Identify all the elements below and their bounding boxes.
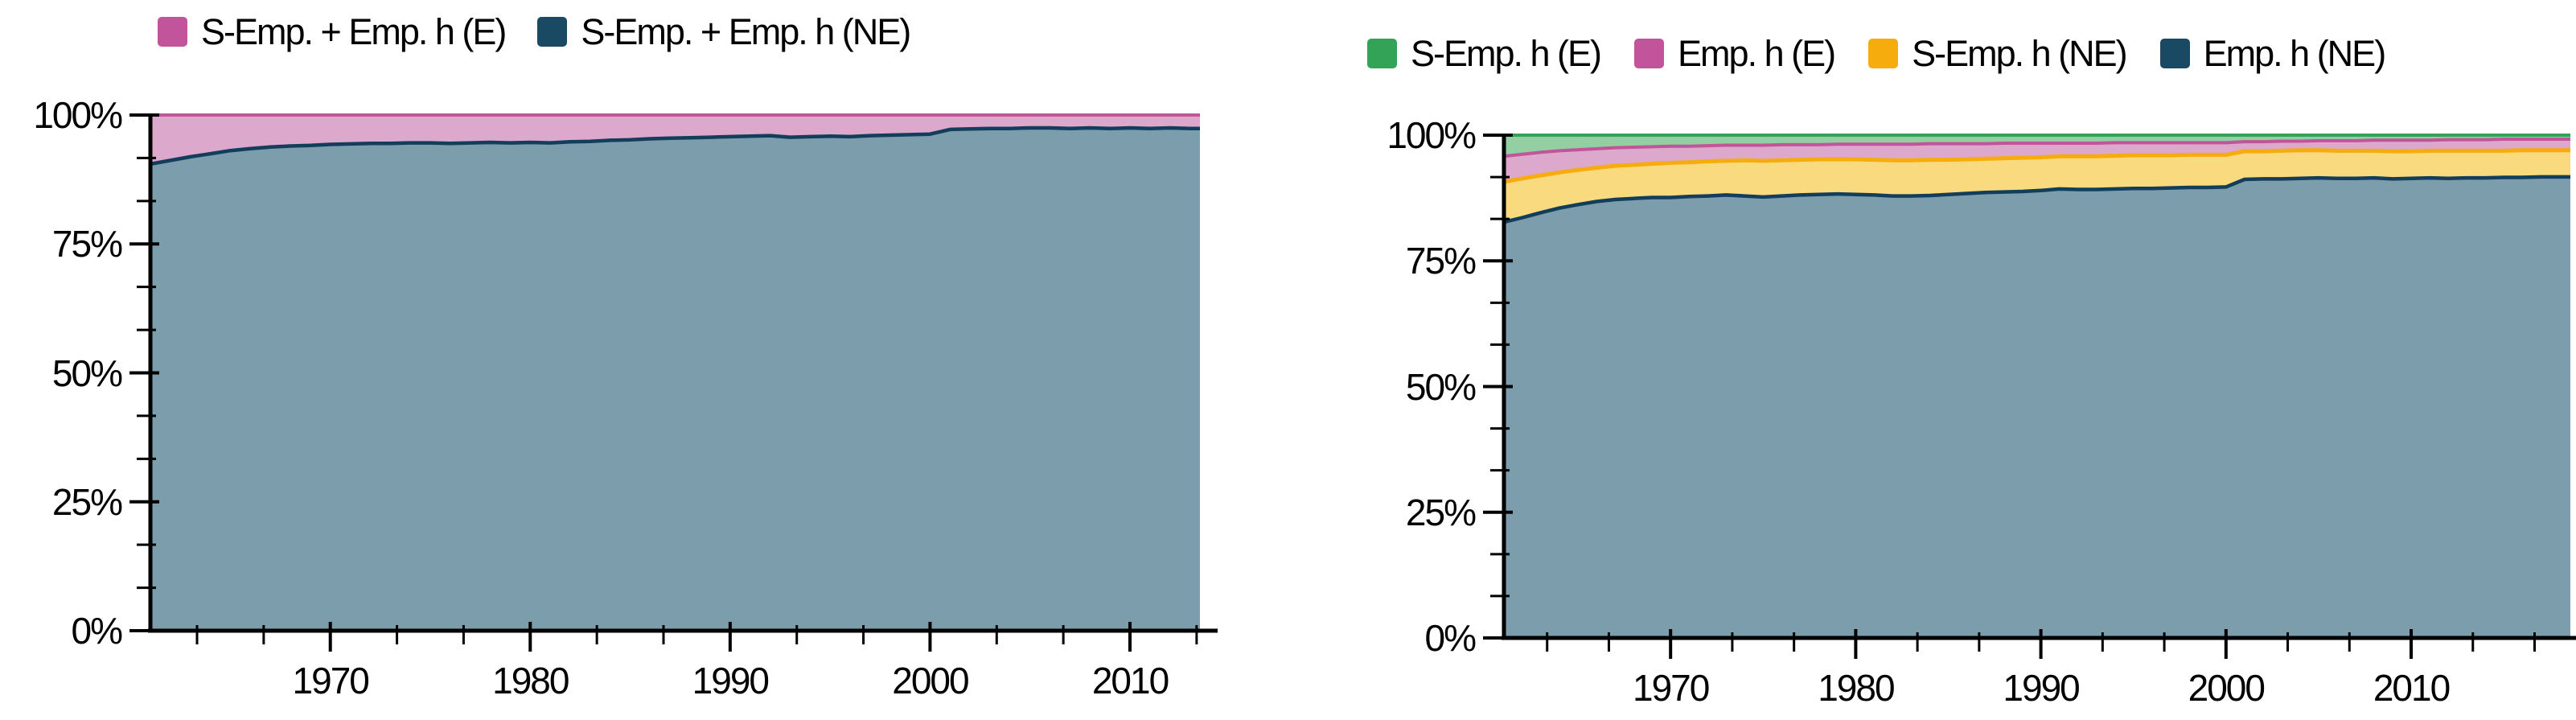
x-tick-label: 2010 — [2373, 667, 2451, 709]
y-tick-label: 50% — [51, 352, 123, 394]
y-tick-label: 75% — [1405, 240, 1477, 282]
legend-swatch-emp-ne — [2159, 39, 2190, 68]
boundary-line-emp-h-e- — [1503, 138, 2570, 158]
legend-swatch-semp-emp-ne — [537, 17, 568, 47]
x-tick-label: 1970 — [1633, 667, 1710, 709]
y-tick-label: 50% — [1405, 365, 1477, 408]
legend-label: S-Emp. + Emp. h (NE) — [581, 11, 911, 52]
x-tick-label: 2000 — [892, 660, 969, 701]
legend-item: S-Emp. h (NE) — [1868, 33, 2128, 74]
y-tick-label: 0% — [1424, 617, 1477, 659]
x-tick-label: 1980 — [1818, 667, 1895, 709]
y-tick-label: 100% — [33, 94, 123, 136]
legend-label: S-Emp. h (E) — [1411, 33, 1602, 74]
legend-swatch-semp-e — [1367, 39, 1397, 68]
legend-swatch-emp-e — [1634, 39, 1665, 68]
y-tick-label: 0% — [71, 610, 124, 652]
area-emp-h-ne- — [1504, 176, 2570, 638]
y-tick-label: 100% — [1387, 114, 1477, 156]
legend-swatch-semp-ne — [1868, 39, 1899, 68]
x-tick-label: 2010 — [1091, 660, 1169, 701]
x-tick-label: 2000 — [2188, 667, 2266, 709]
y-tick-label: 75% — [51, 223, 123, 265]
legend-item: Emp. h (NE) — [2159, 33, 2387, 74]
chart-right — [1483, 134, 2576, 659]
boundary-line-s-emp-emp-h-ne- — [150, 125, 1200, 167]
legend-label: Emp. h (NE) — [2203, 33, 2387, 74]
chart-left — [129, 113, 1218, 652]
area-s-emp-h-ne- — [1504, 150, 2570, 223]
legend-label: S-Emp. h (NE) — [1912, 33, 2128, 74]
x-tick-label: 1990 — [2003, 667, 2080, 709]
x-tick-label: 1980 — [492, 660, 569, 701]
legend-item: S-Emp. + Emp. h (E) — [158, 11, 507, 52]
legend-item: S-Emp. h (E) — [1367, 33, 1602, 74]
area-s-emp-emp-h-e- — [150, 115, 1200, 164]
legend-left-chart: S-Emp. + Emp. h (E) S-Emp. + Emp. h (NE) — [158, 11, 911, 52]
legend-item: Emp. h (E) — [1634, 33, 1836, 74]
legend-item: S-Emp. + Emp. h (NE) — [537, 11, 911, 52]
area-s-emp-emp-h-ne- — [150, 128, 1200, 631]
legend-right-chart: S-Emp. h (E) Emp. h (E) S-Emp. h (NE) Em… — [1367, 33, 2387, 74]
y-tick-label: 25% — [51, 480, 123, 523]
x-tick-label: 1990 — [692, 660, 770, 701]
y-tick-label: 25% — [1405, 491, 1477, 533]
boundary-line-emp-h-ne- — [1503, 175, 2570, 224]
legend-label: S-Emp. + Emp. h (E) — [201, 11, 507, 52]
x-tick-label: 1970 — [292, 660, 370, 701]
legend-swatch-semp-emp-e — [158, 17, 187, 47]
boundary-line-s-emp-h-ne- — [1503, 148, 2570, 184]
legend-label: Emp. h (E) — [1678, 33, 1836, 74]
